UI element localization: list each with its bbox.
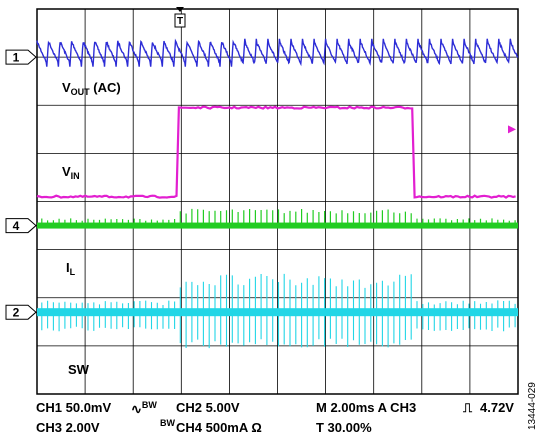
ch2-setting: CH2 5.00V (176, 400, 240, 415)
channel-4-marker: 4 (5, 218, 37, 234)
vin-trace (36, 105, 516, 199)
channel-1-marker-label: 1 (13, 51, 20, 65)
trigger-position: T 30.00% (316, 420, 372, 435)
figure-id: 13444-029 (527, 382, 538, 430)
timebase-setting: M 2.00ms A CH3 (316, 400, 417, 415)
ch1-setting: CH1 50.0mV (36, 400, 112, 415)
trigger-level: 4.72V (480, 400, 514, 415)
trigger-marker: T (174, 7, 186, 28)
sw-spikes (41, 273, 516, 349)
trigger-edge-icon: ⎍ (463, 400, 473, 415)
ch1-bw-symbol: ∿BW (131, 400, 157, 417)
traces (36, 38, 519, 349)
channel-markers: 1 4 2 (5, 49, 516, 320)
sw-label: SW (68, 362, 90, 377)
il-baseline (37, 222, 518, 229)
ch3-setting: CH3 2.00V (36, 420, 100, 435)
vout-label: VOUT (AC) (62, 80, 121, 97)
channel-2-marker-box (5, 304, 37, 320)
il-label: IL (66, 260, 76, 277)
bw-label-2: BW (160, 418, 175, 428)
vin-label: VIN (62, 164, 80, 181)
vin-level-marker (508, 125, 516, 134)
channel-1-marker: 1 (5, 49, 37, 65)
ch4-setting: CH4 500mA Ω (176, 420, 262, 435)
channel-2-marker-label: 2 (13, 306, 20, 320)
channel-4-marker-label: 4 (13, 219, 20, 233)
il-spikes (41, 208, 516, 228)
bw-label-1: BW (141, 400, 157, 410)
channel-4-marker-box (5, 218, 37, 234)
channel-2-marker: 2 (5, 304, 37, 320)
trigger-marker-label: T (177, 16, 183, 27)
channel-1-marker-box (5, 49, 37, 65)
vout-trace (36, 38, 519, 67)
sw-baseline (37, 308, 518, 317)
